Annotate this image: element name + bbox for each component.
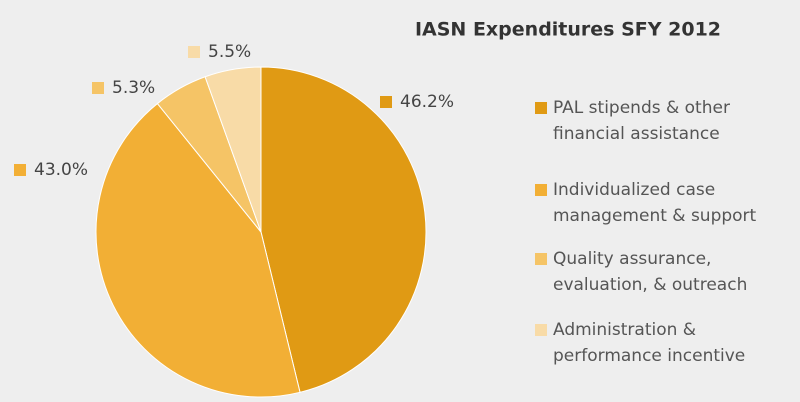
data-label: 5.3% (112, 78, 155, 98)
data-label: 43.0% (34, 160, 88, 180)
label-marker (380, 96, 392, 108)
legend-entry: PAL stipends & other financial assistanc… (535, 95, 793, 147)
legend-swatch (535, 102, 547, 114)
pie-slice (95, 102, 301, 398)
label-marker (14, 164, 26, 176)
legend-swatch (535, 324, 547, 336)
legend-swatch (535, 253, 547, 265)
legend-label: Individualized case management & support (553, 180, 757, 226)
label-marker (92, 82, 104, 94)
pie-slice (260, 66, 427, 393)
legend-label: PAL stipends & other financial assistanc… (553, 98, 730, 144)
legend-entry: Administration & performance incentive (535, 317, 793, 369)
legend-label: Administration & performance incentive (553, 320, 746, 366)
label-marker (188, 46, 200, 58)
pie-slice (204, 66, 262, 233)
data-label: 5.5% (208, 42, 251, 62)
legend-entry: Individualized case management & support (535, 177, 793, 229)
legend-label: Quality assurance, evaluation, & outreac… (553, 249, 748, 295)
legend-swatch (535, 184, 547, 196)
chart-title: IASN Expenditures SFY 2012 (415, 19, 721, 41)
legend-entry: Quality assurance, evaluation, & outreac… (535, 246, 793, 298)
data-label: 46.2% (400, 92, 454, 112)
